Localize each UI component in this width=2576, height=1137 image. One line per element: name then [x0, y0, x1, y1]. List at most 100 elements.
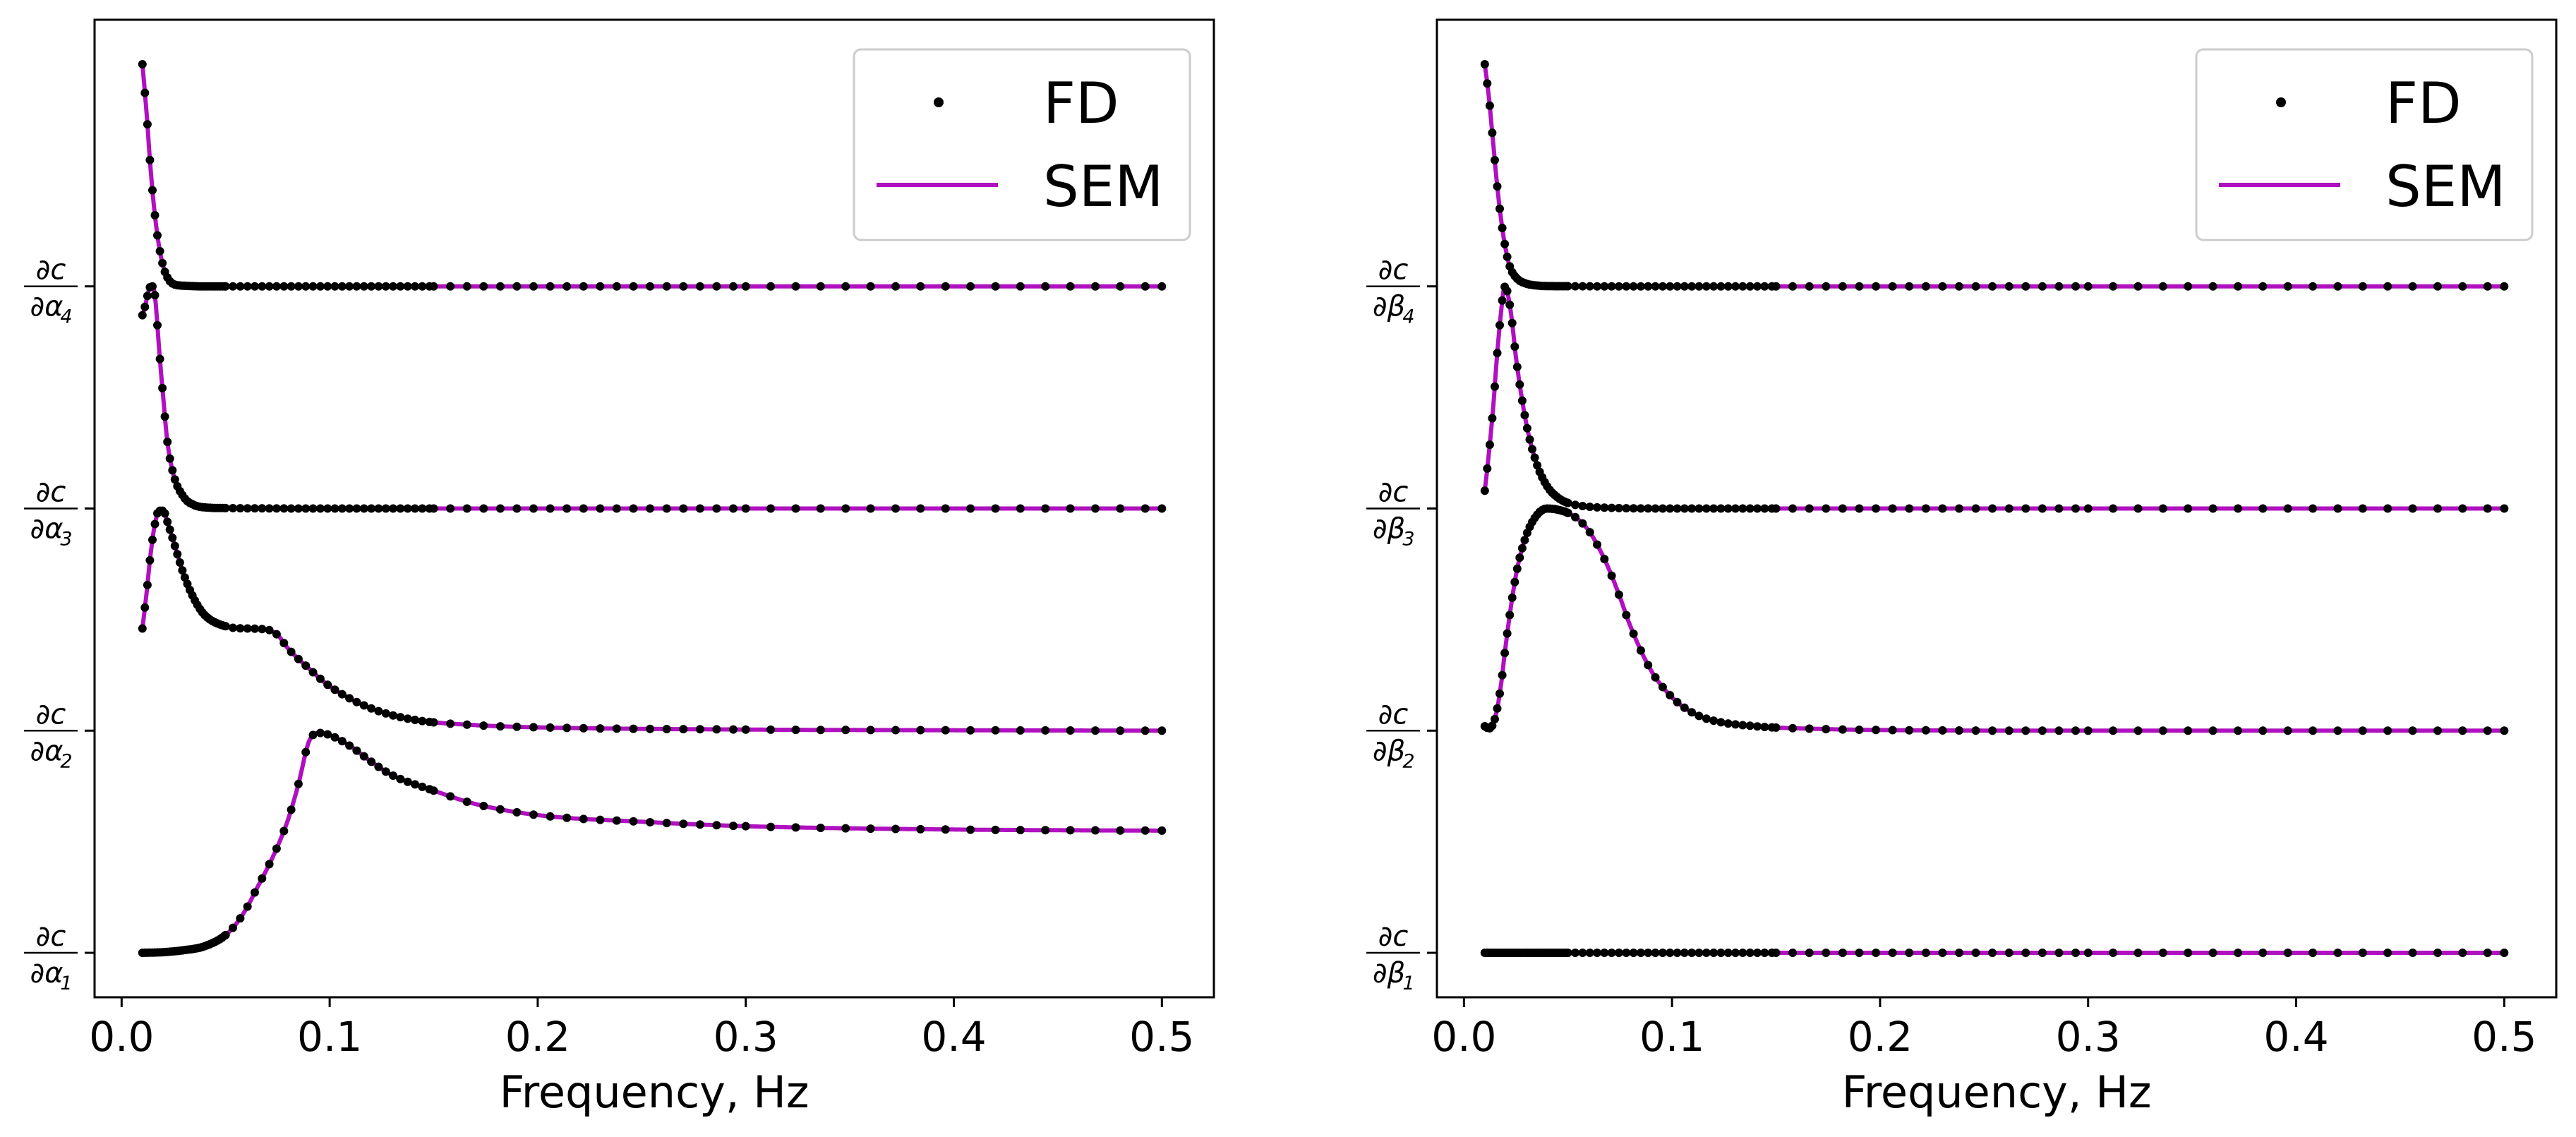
fd-marker — [1507, 593, 1517, 602]
fd-marker — [1636, 646, 1645, 655]
fd-marker — [389, 711, 397, 720]
fd-marker — [941, 825, 950, 834]
fd-marker — [178, 566, 187, 575]
fd-marker — [2158, 504, 2167, 513]
fd-marker — [2500, 949, 2509, 957]
x-tick-label: 0.1 — [297, 1013, 362, 1061]
fd-marker — [272, 630, 281, 639]
legend-fd-label: FD — [2385, 71, 2462, 136]
fd-marker — [816, 282, 825, 291]
fd-marker — [966, 504, 975, 513]
fd-marker — [258, 874, 267, 883]
fd-marker — [662, 819, 671, 828]
fd-marker — [2483, 504, 2492, 513]
fd-marker — [1016, 504, 1025, 513]
fd-marker — [2038, 949, 2047, 957]
fd-marker — [1510, 577, 1519, 586]
fd-marker — [741, 725, 750, 734]
fd-marker — [2408, 949, 2417, 957]
fd-marker — [1644, 661, 1653, 670]
fd-marker — [966, 726, 975, 735]
fd-marker — [1157, 726, 1167, 735]
fd-marker — [562, 723, 572, 733]
fd-marker — [1702, 949, 1711, 957]
fd-marker — [2184, 282, 2193, 291]
fd-marker — [1016, 726, 1025, 735]
fd-marker — [1485, 440, 1494, 450]
fd-marker — [1788, 504, 1798, 513]
fd-marker — [323, 730, 332, 739]
fd-marker — [1607, 949, 1616, 957]
fd-marker — [279, 504, 289, 513]
fd-marker — [1745, 504, 1755, 513]
fd-marker — [330, 733, 339, 742]
x-tick-label: 0.0 — [1431, 1013, 1496, 1061]
fd-marker — [389, 282, 397, 291]
fd-marker — [1629, 504, 1638, 513]
fd-marker — [1938, 726, 1947, 735]
sem-line — [140, 284, 1163, 511]
fd-marker — [272, 282, 281, 291]
fd-marker — [2234, 504, 2242, 513]
fd-marker — [1788, 949, 1798, 957]
fd-marker — [1738, 504, 1747, 513]
fd-marker — [345, 741, 354, 750]
fd-marker — [1530, 453, 1539, 462]
y-tick-subscript: 2 — [60, 750, 72, 772]
fd-marker — [1563, 498, 1572, 507]
fd-marker — [2458, 282, 2467, 291]
fd-marker — [158, 383, 167, 392]
x-tick-label: 0.2 — [1848, 1013, 1913, 1061]
fd-marker — [2258, 504, 2268, 513]
fd-marker — [596, 282, 605, 291]
fd-marker — [367, 282, 376, 291]
fd-marker — [1838, 504, 1847, 513]
x-tick-label: 0.5 — [1129, 1013, 1194, 1061]
fd-marker — [315, 674, 325, 683]
fd-marker — [695, 725, 704, 734]
fd-marker — [2333, 949, 2342, 957]
fd-marker — [941, 282, 950, 291]
fd-marker — [1709, 504, 1719, 513]
fd-marker — [1491, 382, 1499, 391]
fd-marker — [1680, 282, 1689, 291]
legend: FD SEM — [853, 48, 1191, 241]
fd-marker — [1614, 949, 1623, 957]
fd-marker — [1600, 503, 1609, 512]
fd-marker — [2208, 504, 2217, 513]
fd-marker — [429, 282, 438, 291]
fd-marker — [612, 504, 621, 513]
fd-marker — [2433, 504, 2442, 513]
fd-marker — [1571, 500, 1579, 510]
fd-marker — [160, 509, 169, 518]
fd-marker — [1485, 101, 1494, 110]
fd-marker — [791, 823, 800, 832]
fd-marker — [646, 724, 655, 733]
fd-marker — [337, 282, 347, 291]
fd-marker — [330, 685, 339, 694]
fd-marker — [2234, 726, 2242, 735]
fd-marker — [2483, 282, 2492, 291]
y-tick-numerator: ∂c — [36, 254, 66, 287]
fd-marker — [2483, 726, 2492, 735]
fd-marker — [374, 282, 383, 291]
fd-marker — [1515, 380, 1524, 389]
fd-marker — [529, 810, 538, 819]
fd-marker — [712, 725, 721, 734]
fd-marker — [2458, 949, 2467, 957]
fd-marker — [221, 622, 230, 631]
fd-marker — [1673, 949, 1682, 957]
fd-marker — [251, 282, 259, 291]
fd-marker — [2333, 282, 2342, 291]
fd-marker — [2234, 282, 2242, 291]
fd-marker — [301, 747, 311, 757]
fd-marker — [287, 282, 296, 291]
fd-marker — [236, 504, 245, 513]
fd-marker — [1629, 282, 1638, 291]
fd-marker — [1954, 504, 1963, 513]
fd-marker — [287, 504, 296, 513]
fd-marker — [175, 558, 184, 567]
fd-marker — [2208, 949, 2217, 957]
fd-marker — [1666, 949, 1675, 957]
legend-box — [853, 48, 1191, 241]
